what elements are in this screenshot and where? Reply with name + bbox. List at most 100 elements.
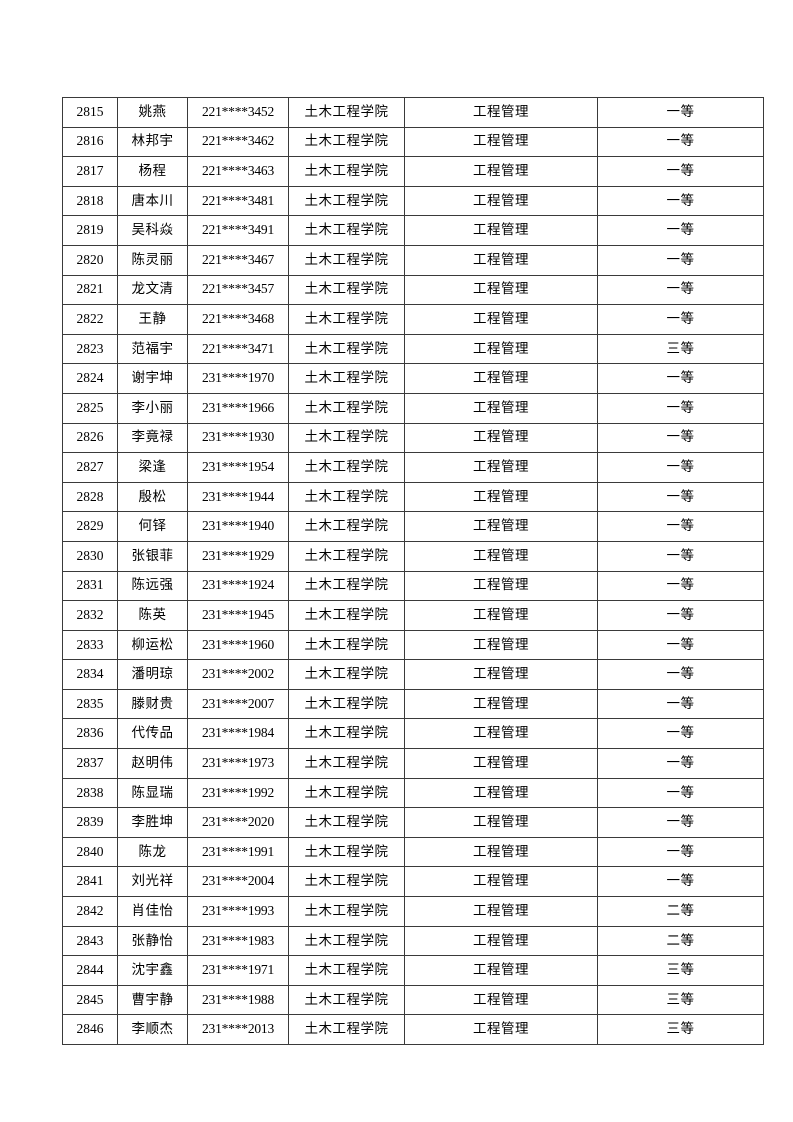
cell-college: 土木工程学院 (288, 777, 405, 809)
table-row: 2842 肖佳怡 231****1993 土木工程学院 工程管理 二等 (62, 896, 764, 927)
roster-table: 2815 姚燕 221****3452 土木工程学院 工程管理 一等 2816 林邦宇 221*… (62, 97, 764, 1045)
cell-sequence: 2838 (62, 777, 118, 809)
cell-major: 工程管理 (404, 866, 598, 898)
cell-major: 工程管理 (404, 600, 598, 631)
table-row: 2816 林邦宇 221****3462 土木工程学院 工程管理 一等 (62, 126, 764, 158)
cell-college: 土木工程学院 (288, 600, 405, 631)
cell-major: 工程管理 (404, 836, 598, 868)
cell-college: 土木工程学院 (288, 688, 405, 720)
cell-college: 土木工程学院 (288, 126, 405, 158)
cell-sequence: 2820 (62, 244, 118, 276)
table-row: 2829 何铎 231****1940 土木工程学院 工程管理 一等 (62, 511, 764, 542)
cell-college: 土木工程学院 (288, 392, 405, 424)
cell-name: 李竟禄 (117, 422, 188, 454)
cell-college: 土木工程学院 (288, 896, 405, 927)
table-row: 2837 赵明伟 231****1973 土木工程学院 工程管理 一等 (62, 748, 764, 779)
cell-award-level: 三等 (597, 1014, 764, 1045)
cell-sequence: 2835 (62, 688, 118, 720)
cell-sequence: 2832 (62, 600, 118, 631)
cell-name: 张银菲 (117, 540, 188, 572)
cell-id-number: 231****1940 (187, 511, 289, 542)
cell-id-number: 231****1984 (187, 718, 289, 750)
cell-id-number: 231****1971 (187, 955, 289, 986)
cell-id-number: 231****1930 (187, 422, 289, 454)
cell-name: 赵明伟 (117, 748, 188, 779)
cell-college: 土木工程学院 (288, 274, 405, 306)
cell-name: 李顺杰 (117, 1014, 188, 1045)
cell-award-level: 一等 (597, 304, 764, 335)
table-row: 2820 陈灵丽 221****3467 土木工程学院 工程管理 一等 (62, 244, 764, 276)
cell-award-level: 一等 (597, 156, 764, 187)
cell-major: 工程管理 (404, 452, 598, 483)
cell-award-level: 一等 (597, 777, 764, 809)
table-row: 2821 龙文清 221****3457 土木工程学院 工程管理 一等 (62, 274, 764, 306)
cell-sequence: 2821 (62, 274, 118, 306)
cell-award-level: 一等 (597, 629, 764, 661)
cell-name: 殷松 (117, 481, 188, 513)
cell-id-number: 221****3463 (187, 156, 289, 187)
table-row: 2817 杨程 221****3463 土木工程学院 工程管理 一等 (62, 156, 764, 187)
table-row: 2819 吴科焱 221****3491 土木工程学院 工程管理 一等 (62, 215, 764, 246)
cell-sequence: 2831 (62, 570, 118, 602)
cell-sequence: 2830 (62, 540, 118, 572)
cell-name: 李小丽 (117, 392, 188, 424)
cell-sequence: 2815 (62, 97, 118, 128)
table-row: 2832 陈英 231****1945 土木工程学院 工程管理 一等 (62, 600, 764, 631)
table-row: 2836 代传品 231****1984 土木工程学院 工程管理 一等 (62, 718, 764, 750)
table-row: 2830 张银菲 231****1929 土木工程学院 工程管理 一等 (62, 540, 764, 572)
cell-sequence: 2822 (62, 304, 118, 335)
cell-id-number: 221****3452 (187, 97, 289, 128)
cell-award-level: 一等 (597, 392, 764, 424)
cell-award-level: 一等 (597, 452, 764, 483)
cell-sequence: 2829 (62, 511, 118, 542)
cell-name: 沈宇鑫 (117, 955, 188, 986)
table-row: 2838 陈显瑞 231****1992 土木工程学院 工程管理 一等 (62, 777, 764, 809)
cell-id-number: 231****2007 (187, 688, 289, 720)
cell-award-level: 一等 (597, 126, 764, 158)
cell-award-level: 一等 (597, 244, 764, 276)
table-row: 2818 唐本川 221****3481 土木工程学院 工程管理 一等 (62, 185, 764, 217)
cell-major: 工程管理 (404, 274, 598, 306)
table-row: 2839 李胜坤 231****2020 土木工程学院 工程管理 一等 (62, 807, 764, 838)
table-row: 2823 范福宇 221****3471 土木工程学院 工程管理 三等 (62, 333, 764, 365)
cell-major: 工程管理 (404, 896, 598, 927)
cell-college: 土木工程学院 (288, 570, 405, 602)
cell-name: 陈显瑞 (117, 777, 188, 809)
cell-name: 陈远强 (117, 570, 188, 602)
cell-college: 土木工程学院 (288, 185, 405, 217)
cell-major: 工程管理 (404, 392, 598, 424)
cell-id-number: 221****3457 (187, 274, 289, 306)
cell-id-number: 231****1993 (187, 896, 289, 927)
cell-id-number: 231****1945 (187, 600, 289, 631)
cell-major: 工程管理 (404, 718, 598, 750)
cell-award-level: 一等 (597, 274, 764, 306)
cell-id-number: 231****1966 (187, 392, 289, 424)
cell-college: 土木工程学院 (288, 866, 405, 898)
cell-major: 工程管理 (404, 185, 598, 217)
cell-college: 土木工程学院 (288, 984, 405, 1016)
cell-award-level: 一等 (597, 807, 764, 838)
cell-id-number: 231****2004 (187, 866, 289, 898)
cell-major: 工程管理 (404, 777, 598, 809)
cell-award-level: 一等 (597, 185, 764, 217)
cell-name: 滕财贵 (117, 688, 188, 720)
cell-name: 陈龙 (117, 836, 188, 868)
cell-sequence: 2823 (62, 333, 118, 365)
cell-award-level: 三等 (597, 333, 764, 365)
cell-id-number: 231****1988 (187, 984, 289, 1016)
cell-name: 肖佳怡 (117, 896, 188, 927)
table-row: 2841 刘光祥 231****2004 土木工程学院 工程管理 一等 (62, 866, 764, 898)
cell-college: 土木工程学院 (288, 97, 405, 128)
cell-award-level: 一等 (597, 659, 764, 690)
cell-college: 土木工程学院 (288, 156, 405, 187)
cell-college: 土木工程学院 (288, 807, 405, 838)
cell-name: 张静怡 (117, 925, 188, 957)
cell-award-level: 一等 (597, 363, 764, 394)
cell-major: 工程管理 (404, 215, 598, 246)
cell-sequence: 2840 (62, 836, 118, 868)
cell-id-number: 231****1970 (187, 363, 289, 394)
cell-name: 柳运松 (117, 629, 188, 661)
cell-sequence: 2836 (62, 718, 118, 750)
cell-name: 刘光祥 (117, 866, 188, 898)
cell-major: 工程管理 (404, 807, 598, 838)
